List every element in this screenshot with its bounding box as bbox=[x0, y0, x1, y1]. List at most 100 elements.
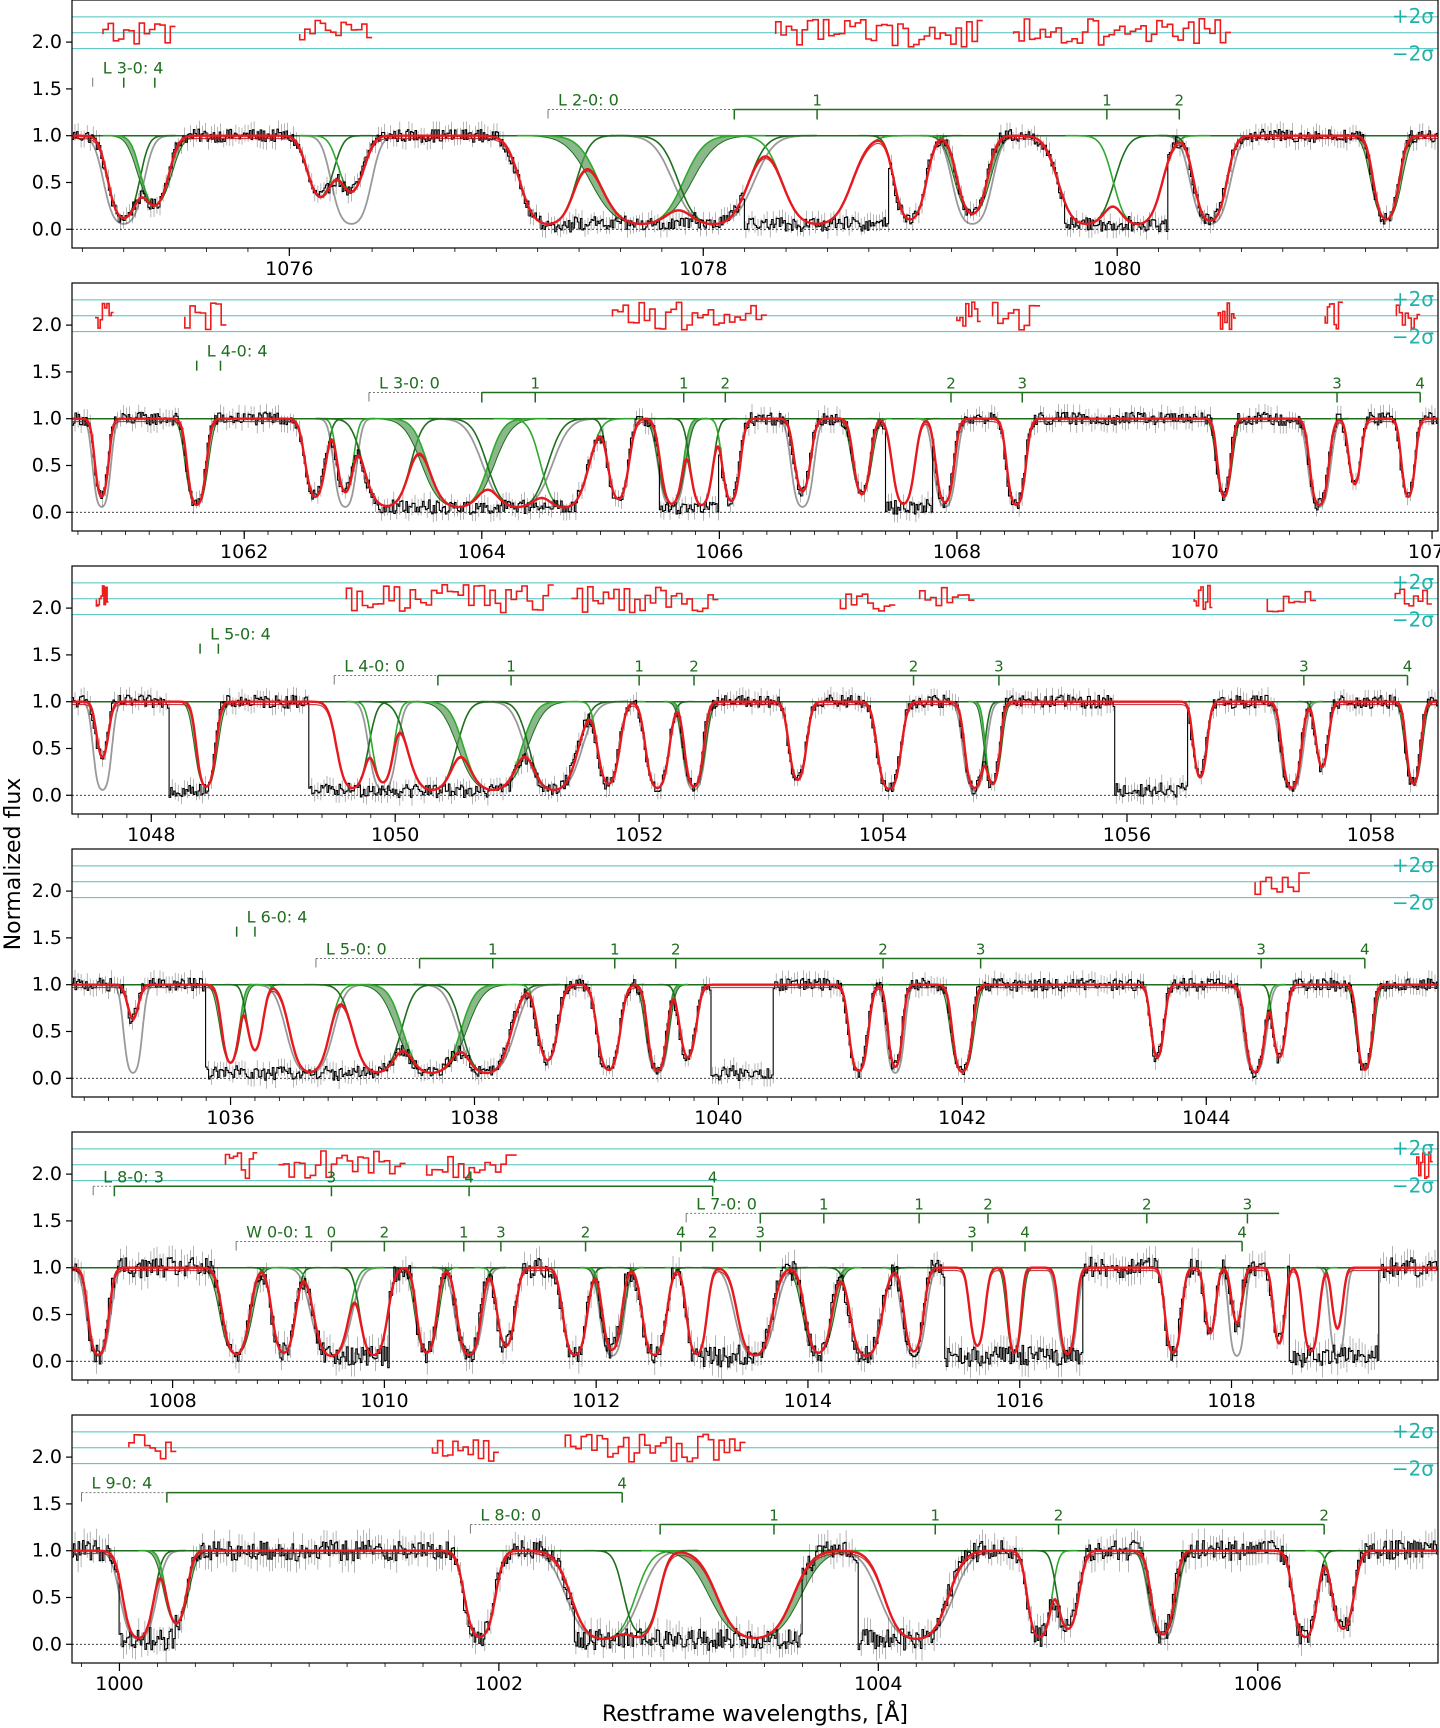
component-curve bbox=[915, 417, 975, 504]
component-band bbox=[968, 701, 1018, 785]
x-tick-label: 1064 bbox=[458, 541, 506, 563]
other-component-curve bbox=[315, 417, 375, 508]
x-tick-label: 1010 bbox=[360, 1390, 408, 1412]
other-component-curve bbox=[1224, 983, 1286, 1074]
axes-frame bbox=[71, 1414, 1439, 1664]
y-tick-label: 1.5 bbox=[32, 1493, 62, 1515]
x-tick-label: 1068 bbox=[933, 541, 981, 563]
component-curve bbox=[175, 700, 237, 788]
y-tick-label: 1.0 bbox=[32, 974, 62, 996]
series-tick-label: 4 bbox=[1403, 657, 1413, 675]
residual-segment bbox=[1193, 584, 1213, 610]
other-component-curve bbox=[821, 1549, 1012, 1640]
total-model-lower bbox=[72, 420, 1438, 509]
y-tick-label: 1.5 bbox=[32, 361, 62, 383]
x-tick-label: 1036 bbox=[206, 1107, 254, 1129]
component-curve bbox=[1316, 1266, 1359, 1330]
series-tick-label: 3 bbox=[756, 1223, 766, 1241]
observed-spectrum bbox=[72, 1539, 1438, 1651]
series-tick-label: 4 bbox=[676, 1223, 686, 1241]
observed-spectrum bbox=[72, 977, 1438, 1082]
x-tick-label: 1072 bbox=[1408, 541, 1440, 563]
y-tick-label: 1.0 bbox=[32, 125, 62, 147]
component-curve bbox=[821, 1549, 1012, 1640]
series-tick-label: 4 bbox=[708, 1168, 718, 1186]
series-label: L 5-0: 4 bbox=[210, 625, 271, 644]
component-curve bbox=[200, 983, 261, 1064]
series-tick-label: 1 bbox=[1102, 91, 1112, 109]
component-curve bbox=[641, 1549, 869, 1639]
y-tick-label: 1.5 bbox=[32, 78, 62, 100]
component-band bbox=[931, 984, 993, 1073]
series-tick-label: 2 bbox=[1054, 1506, 1064, 1524]
sigma-minus-label: −2σ bbox=[1392, 1457, 1434, 1481]
y-tick-label: 0.0 bbox=[32, 1350, 62, 1372]
series-tick-label: 1 bbox=[930, 1506, 940, 1524]
x-tick-label: 1044 bbox=[1182, 1107, 1230, 1129]
other-component-curve bbox=[346, 700, 420, 791]
component-curve bbox=[346, 700, 420, 783]
series-label: L 3-0: 4 bbox=[103, 59, 164, 78]
component-curve bbox=[636, 417, 708, 505]
residual-segment bbox=[425, 1154, 517, 1179]
total-model-curve bbox=[72, 1266, 1438, 1358]
observed-spectrum bbox=[72, 694, 1438, 799]
component-band bbox=[407, 701, 579, 791]
component-band bbox=[1125, 1550, 1201, 1635]
residual-segment bbox=[1394, 588, 1432, 607]
component-band bbox=[993, 1267, 1036, 1354]
sigma-plus-label: +2σ bbox=[1392, 1136, 1434, 1160]
series-label: L 9-0: 4 bbox=[91, 1474, 152, 1493]
residual-segment bbox=[102, 22, 176, 45]
series-tick-label: 3 bbox=[967, 1223, 977, 1241]
component-curve bbox=[480, 700, 627, 791]
y-tick-label: 2.0 bbox=[32, 1446, 62, 1468]
component-curve bbox=[1340, 983, 1390, 1071]
x-tick-label: 1040 bbox=[694, 1107, 742, 1129]
y-tick-label: 0.5 bbox=[32, 1586, 62, 1608]
series-label: L 3-0: 0 bbox=[379, 373, 440, 392]
series-tick-label: 2 bbox=[380, 1223, 390, 1241]
x-tick-label: 1000 bbox=[95, 1673, 143, 1695]
x-tick-label: 1058 bbox=[1347, 824, 1395, 846]
panel-3: L 5-0: 4 1 1 2 2 3 3 4 L 4-0: 0 0.0 0.5 1.0 1.5 2.0 10… bbox=[32, 565, 1439, 846]
component-curve bbox=[870, 983, 920, 1068]
total-model-curve bbox=[72, 134, 1438, 226]
series-label: L 2-0: 0 bbox=[558, 90, 619, 109]
residual-segment bbox=[1217, 302, 1237, 331]
component-curve bbox=[1384, 417, 1433, 498]
plot-area: L 5-0: 4 1 1 2 2 3 3 4 L 4-0: 0 bbox=[72, 582, 1438, 806]
series-tick-label: 3 bbox=[1332, 374, 1342, 392]
component-curve bbox=[1065, 134, 1211, 225]
residual-segment bbox=[774, 18, 983, 48]
series-tick-label: 4 bbox=[1415, 374, 1425, 392]
component-curve bbox=[582, 417, 654, 500]
y-tick-label: 0.5 bbox=[32, 737, 62, 759]
total-model-curve bbox=[72, 1549, 1438, 1641]
x-tick-label: 1006 bbox=[1234, 1673, 1282, 1695]
x-tick-label: 1038 bbox=[450, 1107, 498, 1129]
y-tick-label: 0.5 bbox=[32, 1303, 62, 1325]
component-curve bbox=[303, 700, 402, 789]
plot-area: L 3-0: 4 1 1 2 L 2-0: 0 bbox=[72, 16, 1438, 240]
series-tick-label: 2 bbox=[878, 940, 888, 958]
residual-segment bbox=[224, 1152, 258, 1180]
residual-segment bbox=[278, 1150, 406, 1179]
other-component-curve bbox=[77, 417, 126, 508]
series-tick-label: 4 bbox=[1360, 940, 1370, 958]
residual-segment bbox=[95, 302, 114, 329]
plot-area: 4 L 9-0: 4 1 1 2 2 L 8-0: 0 bbox=[72, 1431, 1438, 1663]
series-tick-label: 3 bbox=[994, 657, 1004, 675]
y-tick-label: 2.0 bbox=[32, 31, 62, 53]
panel-2: L 4-0: 4 1 1 2 2 3 3 4 L 3-0: 0 0.0 0.5 1.0 1.5 2.0 10… bbox=[32, 282, 1440, 563]
total-model-curve bbox=[72, 700, 1438, 792]
other-component-curve bbox=[108, 983, 158, 1074]
component-curve bbox=[138, 1549, 215, 1625]
component-curve bbox=[91, 1549, 186, 1639]
total-model-curve bbox=[72, 417, 1438, 509]
series-label: L 6-0: 4 bbox=[247, 908, 308, 927]
series-tick-label: 2 bbox=[1142, 1195, 1152, 1213]
x-tick-label: 1002 bbox=[475, 1673, 523, 1695]
sigma-plus-label: +2σ bbox=[1392, 853, 1434, 877]
